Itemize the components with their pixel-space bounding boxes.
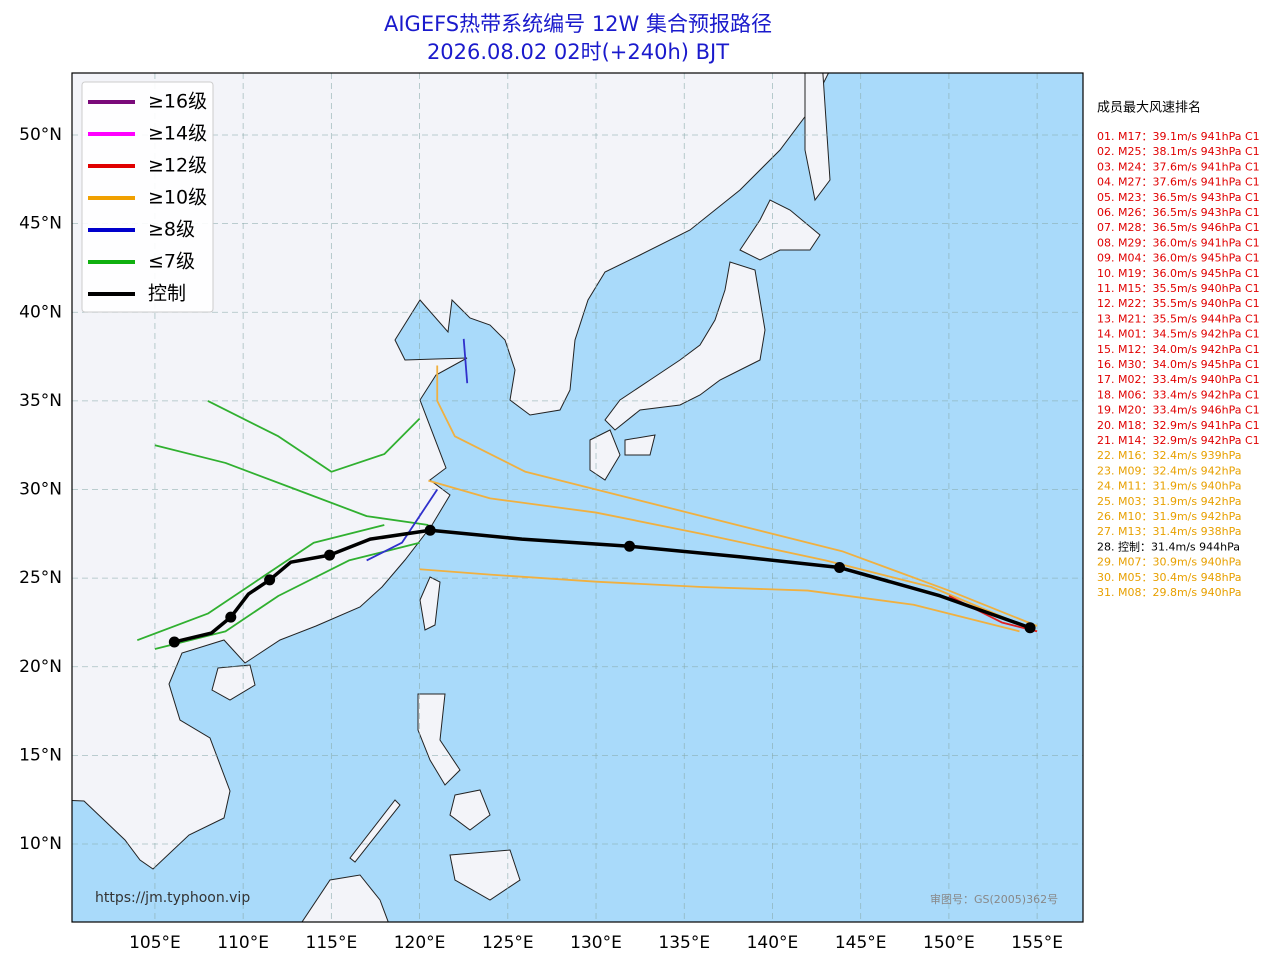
ranking-item: 04. M27：37.6m/s 941hPa C1	[1097, 176, 1260, 189]
lat-label: 25°N	[19, 568, 62, 588]
subtitle: 2026.08.02 02时(+240h) BJT	[427, 40, 729, 64]
lon-label: 125°E	[482, 933, 534, 953]
member-track	[154, 444, 429, 526]
control-point	[624, 540, 636, 552]
ranking-item: 24. M11：31.9m/s 940hPa	[1097, 480, 1241, 493]
ranking-item: 16. M30：34.0m/s 945hPa C1	[1097, 358, 1260, 371]
frame	[71, 72, 1084, 923]
ranking-item: 29. M07：30.9m/s 940hPa	[1097, 556, 1241, 569]
ranking-item: 21. M14：32.9m/s 942hPa C1	[1097, 434, 1260, 447]
ranking-item: 28. 控制：31.4m/s 944hPa	[1097, 539, 1240, 553]
kyushu	[589, 429, 621, 481]
legend-box	[81, 81, 214, 313]
luzon	[417, 693, 461, 786]
ranking-item: 10. M19：36.0m/s 945hPa C1	[1097, 267, 1260, 280]
legend-label: 控制	[148, 283, 186, 305]
control-track	[173, 528, 1031, 644]
control-point	[424, 524, 436, 536]
palawan	[349, 799, 401, 863]
lat-label: 15°N	[19, 745, 62, 765]
map-area	[72, 73, 1083, 922]
legend-label: ≥8级	[148, 219, 195, 241]
control-point	[168, 636, 180, 648]
lat-label: 20°N	[19, 657, 62, 677]
ranking-item: 14. M01：34.5m/s 942hPa C1	[1097, 328, 1260, 341]
ranking-item: 15. M12：34.0m/s 942hPa C1	[1097, 343, 1260, 356]
approval: 审图号：GS(2005)362号	[930, 892, 1058, 906]
visayas	[449, 789, 491, 831]
legend-label: ≤7级	[148, 251, 195, 273]
mindanao	[449, 849, 521, 901]
honshu	[604, 261, 766, 431]
ranking-item: 03. M24：37.6m/s 941hPa C1	[1097, 160, 1260, 173]
grid	[72, 73, 1083, 922]
ranking-item: 30. M05：30.4m/s 948hPa	[1097, 571, 1241, 584]
ranking-item: 09. M04：36.0m/s 945hPa C1	[1097, 252, 1260, 265]
taiwan	[419, 576, 441, 631]
lon-label: 115°E	[306, 933, 358, 953]
lon-label: 155°E	[1011, 933, 1063, 953]
ranking-item: 19. M20：33.4m/s 946hPa C1	[1097, 404, 1260, 417]
lon-label: 105°E	[129, 933, 181, 953]
control-point	[264, 574, 276, 586]
ranking-item: 31. M08：29.8m/s 940hPa	[1097, 586, 1241, 599]
ranking-item: 17. M02：33.4m/s 940hPa C1	[1097, 373, 1260, 386]
lon-label: 120°E	[394, 933, 446, 953]
ranking-item: 08. M29：36.0m/s 941hPa C1	[1097, 236, 1260, 249]
legend-label: ≥12级	[148, 155, 207, 177]
ranking-item: 18. M06：33.4m/s 942hPa C1	[1097, 388, 1260, 401]
member-track	[207, 400, 421, 473]
borneo	[301, 874, 389, 922]
tracks	[136, 338, 1038, 650]
lon-label: 110°E	[217, 933, 269, 953]
legend-label: ≥14级	[148, 123, 207, 145]
hainan	[211, 664, 256, 701]
ranking-item: 13. M21：35.5m/s 944hPa C1	[1097, 312, 1260, 325]
member-track	[136, 524, 385, 642]
ranking-item: 25. M03：31.9m/s 942hPa	[1097, 495, 1241, 508]
hokkaido	[739, 199, 821, 261]
lat-label: 40°N	[19, 302, 62, 322]
ranking-item: 05. M23：36.5m/s 943hPa C1	[1097, 191, 1260, 204]
lon-label: 135°E	[658, 933, 710, 953]
ranking-item: 20. M18：32.9m/s 941hPa C1	[1097, 419, 1260, 432]
ranking-item: 01. M17：39.1m/s 941hPa C1	[1097, 130, 1260, 143]
lat-label: 50°N	[19, 125, 62, 145]
ranking-item: 12. M22：35.5m/s 940hPa C1	[1097, 297, 1260, 310]
lat-label: 30°N	[19, 480, 62, 500]
legend-label: ≥16级	[148, 91, 207, 113]
member-track	[428, 479, 1038, 633]
legend-label: ≥10级	[148, 187, 207, 209]
mainland	[72, 73, 830, 870]
lat-label: 35°N	[19, 391, 62, 411]
control-point	[834, 562, 846, 574]
lat-label: 10°N	[19, 834, 62, 854]
url: https://jm.typhoon.vip	[95, 890, 250, 906]
control-point	[1024, 622, 1036, 634]
member-track	[436, 365, 1038, 627]
ranking-item: 27. M13：31.4m/s 938hPa	[1097, 525, 1241, 538]
member-track	[462, 338, 469, 384]
ranking-item: 07. M28：36.5m/s 946hPa C1	[1097, 221, 1260, 234]
member-track	[154, 541, 420, 650]
member-track	[419, 568, 1020, 633]
member-track	[366, 489, 438, 562]
ranking-title: 成员最大风速排名	[1097, 100, 1201, 116]
ranking-item: 26. M10：31.9m/s 942hPa	[1097, 510, 1241, 523]
lon-label: 140°E	[747, 933, 799, 953]
ranking-item: 23. M09：32.4m/s 942hPa	[1097, 464, 1241, 477]
ranking-item: 02. M25：38.1m/s 943hPa C1	[1097, 145, 1260, 158]
control-point	[225, 611, 237, 623]
ranking-item: 11. M15：35.5m/s 940hPa C1	[1097, 282, 1260, 295]
lon-label: 150°E	[923, 933, 975, 953]
lon-label: 145°E	[835, 933, 887, 953]
ranking-item: 06. M26：36.5m/s 943hPa C1	[1097, 206, 1260, 219]
title: AIGEFS热带系统编号 12W 集合预报路径	[384, 12, 772, 36]
lon-label: 130°E	[570, 933, 622, 953]
lat-label: 45°N	[19, 214, 62, 234]
shikoku	[624, 434, 656, 456]
ranking-item: 22. M16：32.4m/s 939hPa	[1097, 449, 1241, 462]
control-point	[324, 549, 336, 561]
